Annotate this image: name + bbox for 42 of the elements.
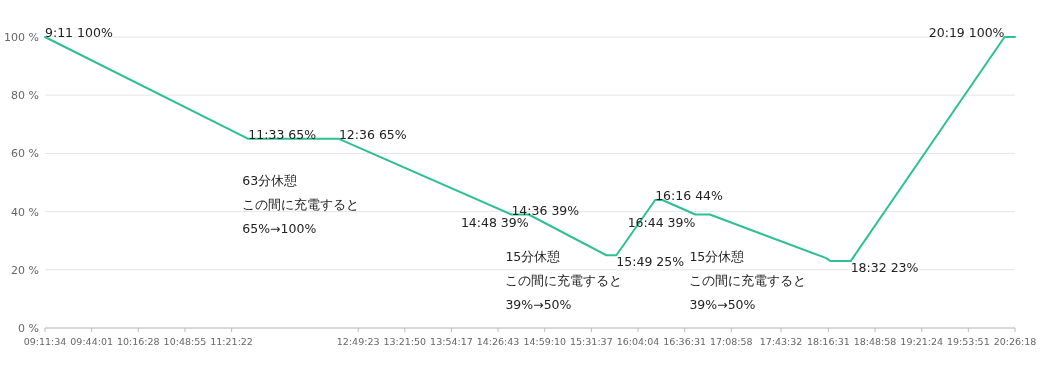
x-tick-label: 13:54:17 bbox=[430, 336, 473, 347]
annotation: 15:49 25% bbox=[616, 254, 685, 270]
x-tick-label: 19:21:24 bbox=[900, 336, 944, 347]
annotation: この間に充電すると bbox=[505, 272, 623, 288]
y-tick-label: 100 % bbox=[4, 31, 39, 44]
annotation: 39%→50% bbox=[689, 296, 756, 312]
x-tick-label: 20:26:18 bbox=[993, 336, 1037, 347]
x-tick-label: 18:16:31 bbox=[807, 336, 850, 347]
x-tick-label: 12:49:23 bbox=[336, 336, 380, 347]
annotation: 16:16 44% bbox=[655, 187, 724, 203]
x-tick-label: 10:48:55 bbox=[163, 336, 207, 347]
x-tick-label: 17:43:32 bbox=[759, 336, 803, 347]
y-tick-label: 60 % bbox=[11, 147, 39, 161]
annotation: 9:11 100% bbox=[45, 25, 113, 40]
x-tick-label: 10:16:28 bbox=[116, 336, 160, 347]
annotation: 11:33 65% bbox=[248, 126, 317, 142]
x-tick-label: 16:36:31 bbox=[663, 336, 706, 347]
x-tick-label: 19:53:51 bbox=[947, 336, 990, 347]
annotation: 15分休憩 bbox=[689, 248, 745, 264]
annotation: この間に充電すると bbox=[689, 272, 807, 288]
annotation: 20:19 100% bbox=[928, 25, 1005, 40]
x-tick-label: 15:31:37 bbox=[570, 336, 613, 347]
annotation: この間に充電すると bbox=[242, 196, 360, 212]
y-tick-label: 0 % bbox=[18, 322, 39, 335]
x-tick-label: 09:11:34 bbox=[23, 336, 67, 347]
annotation: 65%→100% bbox=[242, 220, 317, 236]
annotation: 63分休憩 bbox=[242, 172, 298, 188]
x-tick-label: 14:59:10 bbox=[523, 336, 567, 347]
x-tick-label: 09:44:01 bbox=[70, 336, 113, 347]
annotation: 15分休憩 bbox=[505, 248, 561, 264]
y-tick-label: 40 % bbox=[11, 205, 39, 219]
y-tick-label: 80 % bbox=[11, 89, 39, 103]
x-tick-label: 11:21:22 bbox=[210, 336, 253, 347]
x-tick-label: 17:08:58 bbox=[709, 336, 753, 347]
x-tick-label: 18:48:58 bbox=[853, 336, 897, 347]
x-tick-label: 13:21:50 bbox=[383, 336, 427, 347]
y-tick-label: 20 % bbox=[11, 263, 39, 277]
annotation: 12:36 65% bbox=[338, 126, 407, 142]
x-tick-label: 14:26:43 bbox=[476, 336, 520, 347]
annotation: 39%→50% bbox=[505, 296, 572, 312]
x-tick-label: 16:04:04 bbox=[616, 336, 660, 347]
annotation: 18:32 23% bbox=[850, 260, 919, 276]
